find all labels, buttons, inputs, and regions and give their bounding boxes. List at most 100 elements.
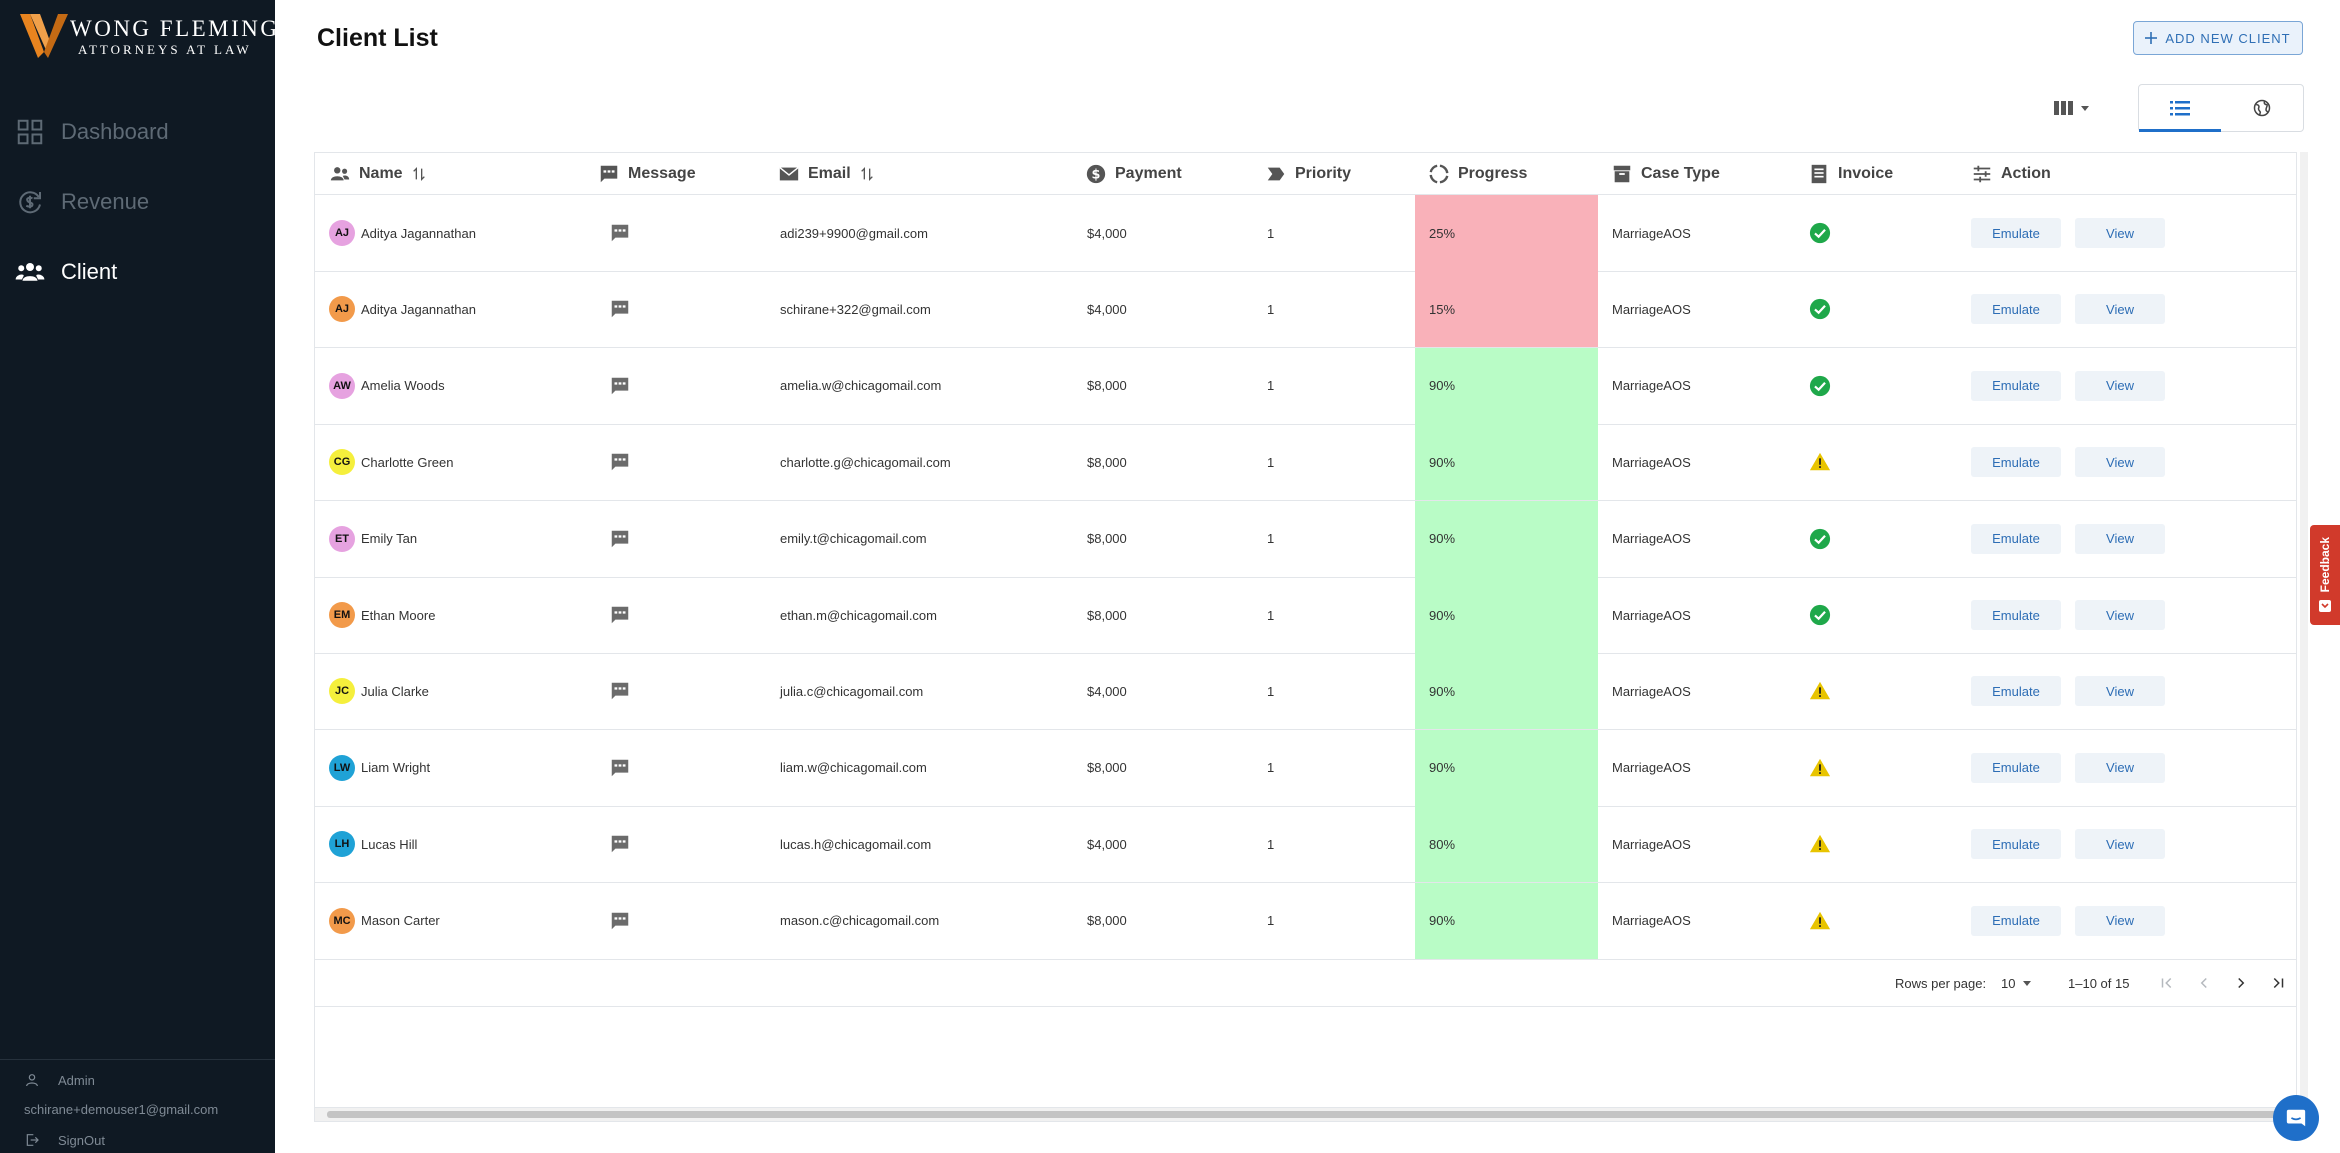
message-button[interactable] [609, 195, 631, 271]
add-new-client-button[interactable]: ADD NEW CLIENT [2133, 21, 2303, 55]
client-email: liam.w@chicagomail.com [780, 760, 927, 776]
sidebar-item-dashboard[interactable]: Dashboard [15, 112, 169, 152]
sidebar-user-panel: Admin schirane+demouser1@gmail.com SignO… [0, 1059, 275, 1153]
signout-button[interactable]: SignOut [24, 1132, 105, 1148]
view-button[interactable]: View [2075, 905, 2165, 936]
column-header-progress[interactable]: Progress [1428, 153, 1527, 195]
message-button[interactable] [609, 501, 631, 577]
client-name: Julia Clarke [361, 683, 429, 699]
column-header-priority[interactable]: Priority [1265, 153, 1351, 195]
column-header-case-type[interactable]: Case Type [1611, 153, 1720, 195]
emulate-button[interactable]: Emulate [1971, 676, 2061, 707]
sort-icon[interactable] [411, 165, 427, 183]
emulate-button[interactable]: Emulate [1971, 523, 2061, 554]
client-name: Amelia Woods [361, 378, 445, 394]
emulate-button[interactable]: Emulate [1971, 218, 2061, 248]
message-icon[interactable] [609, 604, 631, 626]
map-view-tab[interactable] [2221, 85, 2303, 131]
message-icon[interactable] [609, 757, 631, 779]
check-circle-icon [1809, 375, 1831, 396]
column-header-label: Priority [1295, 165, 1352, 182]
progress-cell: 90% [1415, 729, 1598, 806]
client-name: Aditya Jagannathan [361, 225, 476, 241]
client-name-cell: MC Mason Carter [329, 883, 440, 959]
sort-icon[interactable] [859, 165, 875, 183]
column-header-message[interactable]: Message [598, 153, 696, 195]
view-button[interactable]: View [2075, 600, 2165, 630]
emulate-button[interactable]: Emulate [1971, 752, 2061, 783]
view-switch [2138, 84, 2304, 132]
view-button[interactable]: View [2075, 829, 2165, 860]
feedback-tab[interactable]: Feedback [2310, 525, 2340, 625]
client-name: Ethan Moore [361, 607, 436, 623]
message-button[interactable] [609, 730, 631, 806]
table-row: CG Charlotte Green charlotte.g@chicagomail… [315, 424, 2297, 502]
payment-amount: $8,000 [1087, 760, 1127, 776]
client-name-cell: AW Amelia Woods [329, 348, 445, 424]
message-button[interactable] [609, 348, 631, 424]
message-icon[interactable] [609, 222, 631, 244]
emulate-button[interactable]: Emulate [1971, 905, 2061, 936]
first-page-button[interactable] [2158, 959, 2176, 1007]
view-button[interactable]: View [2075, 370, 2165, 401]
message-icon[interactable] [609, 680, 631, 702]
progress-value: 80% [1429, 836, 1456, 852]
message-button[interactable] [609, 424, 631, 500]
caret-down-icon [2023, 981, 2032, 986]
emulate-button[interactable]: Emulate [1971, 370, 2061, 401]
first-page-icon [2161, 977, 2172, 989]
column-header-action[interactable]: Action [1971, 153, 2051, 195]
logo-mark-icon [20, 14, 68, 58]
emulate-button[interactable]: Emulate [1971, 447, 2061, 478]
sidebar-item-client[interactable]: Client [15, 252, 117, 292]
vertical-scrollbar[interactable] [2300, 152, 2308, 1122]
column-header-payment[interactable]: $ Payment [1085, 153, 1182, 195]
next-page-button[interactable] [2232, 959, 2250, 1007]
previous-page-button[interactable] [2195, 959, 2213, 1007]
message-icon[interactable] [609, 833, 631, 855]
progress-cell: 90% [1415, 882, 1598, 959]
message-button[interactable] [609, 653, 631, 729]
view-button[interactable]: View [2075, 218, 2165, 248]
message-icon[interactable] [609, 528, 631, 550]
message-icon[interactable] [609, 298, 631, 320]
chat-launcher-button[interactable] [2273, 1095, 2319, 1141]
warning-icon [1809, 682, 1831, 700]
column-header-label: Action [2001, 165, 2051, 182]
view-button[interactable]: View [2075, 447, 2165, 478]
emulate-button[interactable]: Emulate [1971, 600, 2061, 630]
column-header-email[interactable]: Email [778, 153, 875, 195]
message-button[interactable] [609, 271, 631, 347]
brand-logo[interactable]: WONG FLEMING ATTORNEYS AT LAW [20, 12, 277, 62]
message-icon[interactable] [609, 451, 631, 473]
emulate-button[interactable]: Emulate [1971, 829, 2061, 860]
column-header-label: Case Type [1641, 165, 1720, 182]
message-button[interactable] [609, 806, 631, 882]
last-page-button[interactable] [2269, 959, 2287, 1007]
scrollbar-thumb[interactable] [327, 1111, 2282, 1118]
view-button[interactable]: View [2075, 294, 2165, 325]
list-view-tab[interactable] [2139, 85, 2221, 132]
column-header-name[interactable]: Name [329, 153, 427, 195]
progress-value: 90% [1429, 378, 1456, 394]
progress-cell: 90% [1415, 347, 1598, 424]
view-button[interactable]: View [2075, 752, 2165, 783]
avatar: EM [329, 602, 355, 628]
message-icon[interactable] [609, 375, 631, 397]
message-icon[interactable] [609, 910, 631, 932]
column-header-invoice[interactable]: Invoice [1808, 153, 1893, 195]
view-button[interactable]: View [2075, 523, 2165, 554]
column-selector-button[interactable] [2053, 95, 2101, 121]
emulate-button[interactable]: Emulate [1971, 294, 2061, 325]
avatar: ET [329, 525, 355, 552]
table-row: LW Liam Wright liam.w@chicagomail.com $8,00… [315, 729, 2297, 807]
rows-per-page-select[interactable]: 10 [2001, 959, 2033, 1007]
column-header-label: Message [628, 165, 696, 182]
message-button[interactable] [609, 577, 631, 653]
message-button[interactable] [609, 883, 631, 959]
sidebar-item-revenue[interactable]: Revenue [15, 182, 149, 222]
horizontal-scrollbar[interactable] [315, 1107, 2297, 1121]
progress-cell: 25% [1415, 195, 1598, 271]
pagination: Rows per page: 10 1–10 of 15 [315, 959, 2297, 1007]
view-button[interactable]: View [2075, 676, 2165, 707]
